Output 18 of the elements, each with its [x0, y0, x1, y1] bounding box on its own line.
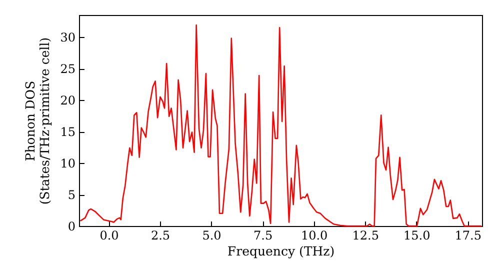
y-tick-label: 20 [60, 94, 76, 108]
y-tick-label: 25 [60, 62, 76, 76]
line-series [80, 24, 482, 227]
y-tick-label: 15 [60, 125, 76, 140]
x-tick-label: 17.5 [454, 228, 482, 242]
x-tick-label: 10.0 [300, 228, 328, 242]
y-tick-label: 0 [68, 220, 76, 234]
y-tick-label: 30 [60, 30, 76, 45]
y-tick-label: 5 [68, 188, 76, 202]
y-axis-title: Phonon DOS (States/THz·primitive cell) [22, 37, 52, 205]
y-tick-label: 10 [60, 156, 76, 171]
x-tick-label: 5.0 [202, 228, 222, 242]
x-tick-label: 12.5 [352, 228, 379, 242]
x-tick-label: 7.5 [254, 228, 273, 242]
x-tick-label: 2.5 [150, 228, 170, 242]
x-tick-label: 15.0 [404, 228, 430, 242]
x-axis-title: Frequency (THz) [227, 244, 335, 258]
x-tick-label: 0.0 [100, 228, 119, 242]
